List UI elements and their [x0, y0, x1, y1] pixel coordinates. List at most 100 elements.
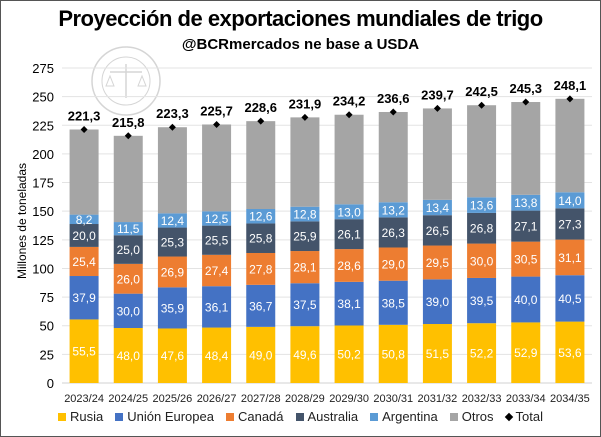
data-label: 13,2 [382, 203, 406, 217]
legend-label: Argentina [382, 409, 438, 424]
total-label: 239,7 [421, 87, 454, 102]
legend-item: Total [504, 409, 543, 424]
bar-segment [511, 322, 541, 383]
bar-segment [422, 279, 452, 325]
data-label: 12,5 [205, 212, 229, 226]
legend-item: Argentina [370, 409, 438, 424]
data-label: 29,0 [382, 258, 406, 272]
bar-segment [69, 276, 99, 320]
total-marker [80, 126, 88, 134]
data-label: 27,4 [205, 264, 229, 278]
legend-swatch [115, 412, 124, 421]
total-label: 221,3 [68, 109, 101, 124]
data-label: 27,3 [558, 217, 582, 231]
legend-item: Australia [295, 409, 359, 424]
bar-segment [157, 287, 187, 329]
data-label: 40,0 [514, 293, 538, 307]
data-label: 25,9 [293, 230, 317, 244]
x-tick-label: 2028/29 [285, 393, 325, 405]
y-tick-label: 125 [32, 233, 54, 248]
data-label: 38,1 [337, 297, 361, 311]
bar-segment [334, 219, 364, 250]
total-marker [345, 111, 353, 119]
bar-segment [334, 204, 364, 220]
bar-segment [246, 284, 276, 327]
bar-segment [290, 283, 320, 327]
data-label: 12,6 [249, 210, 273, 224]
bar-segment [113, 135, 143, 223]
total-marker [168, 123, 176, 131]
y-tick-label: 250 [32, 90, 54, 105]
data-label: 13,6 [470, 199, 494, 213]
bar-segment [290, 206, 320, 222]
data-label: 39,0 [426, 295, 450, 309]
data-label: 31,1 [558, 251, 582, 265]
data-label: 27,1 [514, 220, 538, 234]
data-label: 11,5 [117, 222, 140, 236]
diamond-marker-icon [504, 412, 513, 421]
legend: Rusia Unión Europea Canadá Australia Argenti… [0, 409, 601, 424]
data-label: 52,9 [514, 346, 538, 360]
legend-swatch [449, 412, 458, 421]
data-label: 25,5 [205, 234, 229, 248]
chart-title: Proyección de exportaciones mundiales de… [58, 6, 543, 31]
x-tick-label: 2031/32 [418, 393, 458, 405]
total-marker [257, 117, 265, 125]
total-label: 228,6 [244, 100, 277, 115]
bar-segment [113, 222, 143, 236]
data-label: 38,5 [382, 296, 406, 310]
data-label: 25,3 [161, 236, 185, 250]
bar-segment [467, 243, 497, 278]
data-label: 13,8 [514, 196, 538, 210]
data-label: 36,7 [249, 299, 273, 313]
data-label: 27,8 [249, 262, 273, 276]
data-label: 30,0 [117, 304, 141, 318]
bar-segment [467, 277, 497, 324]
data-label: 13,4 [426, 201, 450, 215]
bar-segment [467, 212, 497, 244]
bar-segment [246, 209, 276, 224]
bar-segment [157, 227, 187, 257]
total-label: 245,3 [509, 81, 542, 96]
y-tick-label: 25 [40, 347, 54, 362]
data-label: 14,0 [558, 194, 582, 208]
bar-segment [378, 324, 408, 383]
bar-segment [378, 247, 408, 281]
total-marker [433, 104, 441, 112]
x-tick-label: 2030/31 [373, 393, 413, 405]
legend-item: Unión Europea [115, 409, 214, 424]
total-marker [478, 101, 486, 109]
chart-subtitle: @BCRmercados ne base a USDA [181, 36, 420, 53]
legend-swatch [370, 412, 379, 421]
data-label: 12,4 [161, 214, 185, 228]
total-marker [124, 132, 132, 140]
legend-label: Canadá [237, 409, 284, 424]
bar-segment [157, 213, 187, 228]
bar-segment [334, 325, 364, 383]
bar-segment [202, 327, 232, 383]
bar-segment [555, 98, 585, 193]
data-label: 13,0 [337, 205, 361, 219]
bar-segment [467, 323, 497, 383]
data-label: 36,1 [205, 300, 229, 314]
data-label: 37,5 [293, 298, 317, 312]
data-label: 47,6 [161, 349, 185, 363]
data-label: 26,8 [470, 222, 494, 236]
bar-segment [202, 124, 232, 212]
total-label: 234,2 [333, 94, 366, 109]
legend-label: Australia [307, 409, 359, 424]
bar-segment [69, 224, 99, 247]
data-label: 20,0 [72, 229, 96, 243]
bar-segment [334, 281, 364, 326]
data-label: 28,6 [337, 259, 361, 273]
legend-item: Canadá [225, 409, 284, 424]
bar-segment [334, 249, 364, 282]
data-label: 26,0 [117, 272, 141, 286]
data-label: 53,6 [558, 346, 582, 360]
data-label: 52,2 [470, 347, 494, 361]
total-marker [389, 108, 397, 116]
data-label: 49,6 [293, 348, 317, 362]
data-label: 30,0 [470, 254, 494, 268]
bar-segment [422, 215, 452, 246]
